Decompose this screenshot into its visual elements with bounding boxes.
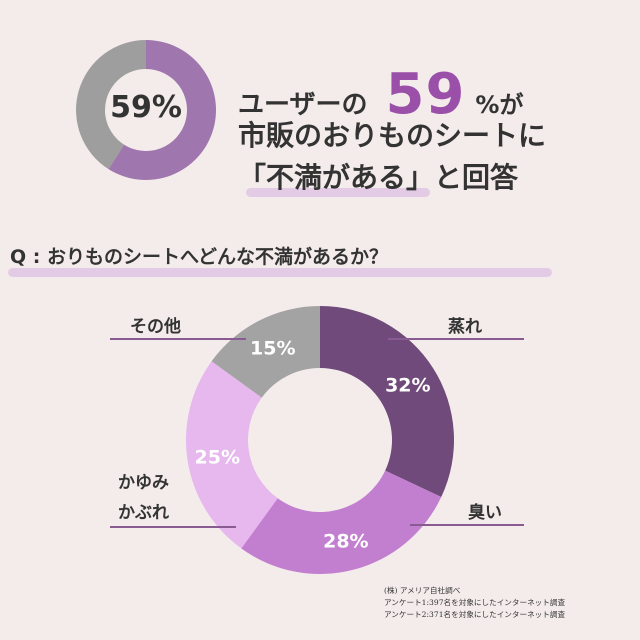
complaints-donut-slice-1	[241, 470, 442, 574]
summary-donut-chart	[76, 40, 216, 180]
question-highlight	[8, 268, 552, 277]
source-line2: アンケート1:397名を対象にしたインターネット調査	[384, 598, 566, 607]
complaints-donut-data-label-3: 15%	[250, 337, 295, 359]
complaints-donut-data-label-0: 32%	[385, 374, 430, 396]
complaints-donut-data-label-1: 28%	[323, 531, 368, 553]
leader-line-mure	[388, 338, 524, 340]
complaints-donut-slice-2	[186, 361, 278, 549]
complaints-donut-slice-0	[320, 306, 454, 498]
headline-line2: 市販のおりものシートに	[238, 119, 547, 152]
headline-percent-number: 59	[385, 62, 466, 127]
headline-prefix: ユーザーの	[238, 90, 368, 120]
source-line3: アンケート2:371名を対象にしたインターネット調査	[384, 610, 566, 619]
source-line1: (株) アメリア自社調べ	[384, 586, 461, 595]
leader-line-odor	[410, 524, 524, 526]
category-label-itch-line1: かゆみ	[118, 473, 169, 493]
question-text: Q : おりものシートへどんな不満があるか？	[10, 246, 389, 268]
headline-highlight	[246, 188, 430, 197]
category-label-odor: 臭い	[468, 503, 502, 523]
headline-line3: 「不満がある」と回答	[238, 161, 519, 194]
category-label-itch-rash: かゆみ かぶれ	[118, 468, 169, 528]
complaints-donut-slice-3	[211, 306, 320, 398]
category-label-itch-line2: かぶれ	[118, 503, 169, 523]
complaints-donut-data-label-2: 25%	[195, 446, 240, 468]
category-label-other: その他	[130, 317, 181, 337]
headline-suffix: %が	[475, 91, 524, 119]
complaints-donut-chart: 32% 28% 25% 15%	[186, 306, 454, 574]
summary-donut-slice-0	[108, 40, 216, 180]
leader-line-itch-rash	[110, 526, 236, 528]
leader-line-other	[110, 338, 246, 340]
summary-donut-center-label: 59%	[110, 90, 182, 125]
source-note: (株) アメリア自社調べ アンケート1:397名を対象にしたインターネット調査 …	[384, 585, 565, 621]
summary-donut-slice-1	[76, 40, 146, 170]
headline-line1: ユーザーの 59 %が	[238, 62, 523, 127]
category-label-mure: 蒸れ	[448, 317, 482, 337]
